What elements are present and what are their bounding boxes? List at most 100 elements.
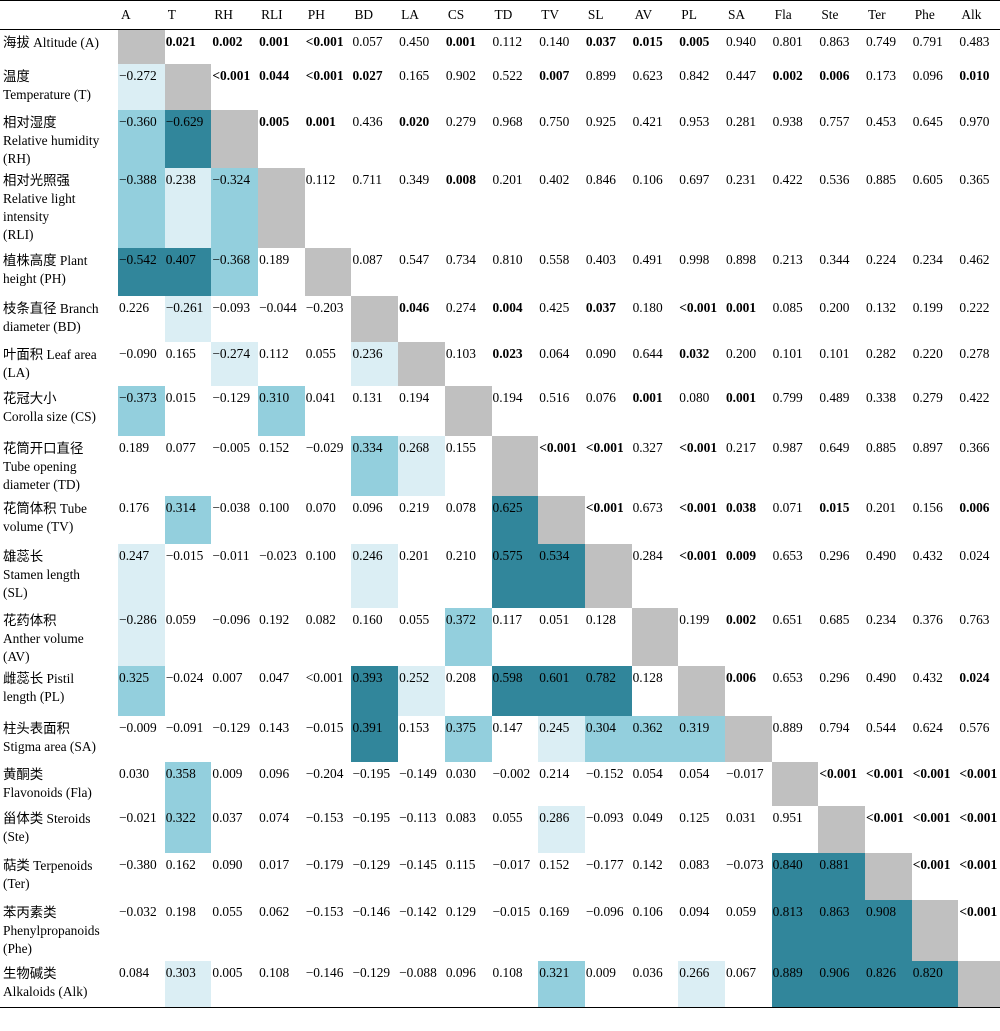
matrix-cell-rli-a: −0.388: [118, 167, 165, 248]
matrix-cell-ph-cs: 0.734: [445, 251, 476, 267]
corner-header-cell: [0, 1, 118, 30]
matrix-cell-pl-t: −0.024: [165, 669, 204, 685]
matrix-cell-ph-a: −0.542: [118, 247, 165, 296]
matrix-cell-pl-cs: 0.208: [445, 669, 476, 685]
matrix-cell-sl-ter: 0.490: [866, 547, 897, 563]
table-row: 枝条直径 Branch diameter (BD) 0.226 −0.261 −0.0…: [0, 295, 1000, 342]
matrix-cell-rh-pl: 0.953: [679, 113, 710, 129]
matrix-cell-tv-bd: 0.096: [352, 499, 383, 515]
table-row: 植株高度 Plant height (PH) −0.542 0.407 −0.368 0…: [0, 247, 1000, 296]
matrix-cell-ph-td: 0.810: [492, 251, 523, 267]
matrix-cell-fla-sl: −0.152: [585, 765, 624, 781]
matrix-cell-ter-av: 0.142: [632, 856, 663, 872]
table-row: 柱头表面积 Stigma area (SA) −0.009 −0.091 −0.129…: [0, 715, 1000, 762]
diagonal-cell: [818, 805, 865, 853]
matrix-cell-alk-ste: 0.906: [818, 960, 865, 1008]
matrix-cell-tv-phe: 0.156: [912, 499, 943, 515]
matrix-cell-la-alk: 0.278: [959, 345, 990, 361]
matrix-cell-sa-ter: 0.544: [866, 719, 897, 735]
matrix-cell-sa-a: −0.009: [119, 719, 157, 735]
matrix-cell-la-rli: 0.112: [259, 345, 289, 361]
matrix-cell-a-fla: 0.801: [772, 34, 803, 49]
matrix-cell-a-ste: 0.863: [819, 34, 850, 49]
matrix-cell-a-tv: 0.140: [539, 34, 570, 49]
matrix-cell-td-t: 0.077: [165, 439, 196, 455]
matrix-cell-alk-av: 0.036: [632, 964, 663, 980]
matrix-cell-ph-sa: 0.898: [725, 251, 757, 267]
matrix-cell-cs-ter: 0.338: [866, 389, 897, 405]
matrix-cell-ste-ter: <0.001: [866, 809, 904, 825]
matrix-cell-sl-av: 0.284: [632, 547, 663, 563]
matrix-cell-ste-sl: −0.093: [585, 809, 624, 825]
matrix-cell-cs-sa: 0.001: [725, 389, 757, 405]
matrix-cell-ph-av: 0.491: [632, 251, 663, 267]
matrix-cell-cs-pl: 0.080: [679, 389, 710, 405]
matrix-cell-phe-av: 0.106: [632, 903, 663, 919]
column-header-la: LA: [401, 7, 419, 22]
matrix-cell-sa-sl: 0.304: [584, 715, 632, 762]
diagonal-cell: [678, 665, 725, 716]
matrix-cell-alk-fla: 0.889: [771, 960, 819, 1008]
row-header-td: 花筒开口直径 Tube opening diameter (TD): [3, 440, 84, 492]
column-header-ph: PH: [307, 7, 325, 22]
matrix-cell-sl-rh: −0.011: [212, 547, 250, 563]
matrix-cell-td-rh: −0.005: [212, 439, 251, 455]
table-row: 温度 Temperature (T) −0.272 <0.001 0.044 <0.00…: [0, 63, 1000, 110]
matrix-cell-rli-fla: 0.422: [772, 171, 803, 187]
matrix-cell-pl-av: 0.128: [632, 669, 663, 685]
matrix-cell-av-pl: 0.199: [679, 611, 710, 627]
matrix-cell-la-td: 0.023: [492, 345, 523, 361]
column-header-sa: SA: [727, 7, 746, 22]
table-row: 萜类 Terpenoids (Ter) −0.380 0.162 0.090 0.017…: [0, 852, 1000, 900]
matrix-cell-rli-cs: 0.008: [445, 171, 476, 187]
row-header-av: 花药体积 Anther volume (AV): [3, 612, 84, 664]
matrix-cell-rh-fla: 0.938: [772, 113, 803, 129]
matrix-cell-fla-cs: 0.030: [445, 765, 476, 781]
matrix-cell-tv-ph: 0.070: [305, 499, 336, 515]
matrix-cell-pl-rh: 0.007: [212, 669, 243, 685]
matrix-cell-phe-a: −0.032: [119, 903, 157, 919]
matrix-cell-av-a: −0.286: [118, 607, 165, 666]
matrix-cell-ste-a: −0.021: [119, 809, 157, 825]
row-header-fla: 黄酮类 Flavonoids (Fla): [3, 766, 92, 800]
matrix-cell-fla-av: 0.054: [632, 765, 663, 781]
matrix-cell-td-sa: 0.217: [725, 439, 757, 455]
matrix-cell-cs-td: 0.194: [492, 389, 523, 405]
matrix-cell-phe-bd: −0.146: [352, 903, 391, 919]
matrix-cell-ter-td: −0.017: [492, 856, 531, 872]
matrix-cell-rli-phe: 0.605: [912, 171, 943, 187]
column-header-row: A T RH RLI PH BD LA CS TD TV SL AV PL SA Fla Ste Ter Phe A…: [0, 0, 1000, 30]
matrix-cell-rh-la: 0.020: [399, 113, 430, 129]
matrix-cell-a-t: 0.021: [165, 34, 196, 49]
matrix-cell-sa-pl: 0.319: [678, 715, 725, 762]
matrix-cell-rli-alk: 0.365: [959, 171, 990, 187]
matrix-cell-sl-cs: 0.210: [445, 547, 476, 563]
matrix-cell-av-t: 0.059: [165, 611, 196, 627]
matrix-cell-pl-alk: 0.024: [959, 669, 990, 685]
matrix-cell-td-ph: −0.029: [305, 439, 344, 455]
matrix-cell-bd-tv: 0.425: [539, 299, 570, 315]
matrix-cell-sl-alk: 0.024: [959, 547, 990, 563]
matrix-cell-ph-rh: −0.368: [211, 247, 259, 296]
matrix-cell-ph-alk: 0.462: [959, 251, 990, 267]
matrix-cell-la-phe: 0.220: [912, 345, 943, 361]
matrix-cell-ste-la: −0.113: [399, 809, 437, 825]
matrix-cell-fla-alk: <0.001: [959, 765, 998, 781]
matrix-cell-sl-tv: 0.534: [538, 543, 585, 608]
matrix-cell-rli-tv: 0.402: [539, 171, 570, 187]
diagonal-cell: [304, 247, 352, 296]
matrix-cell-ste-cs: 0.083: [445, 809, 476, 825]
matrix-cell-phe-cs: 0.129: [445, 903, 476, 919]
matrix-cell-la-ter: 0.282: [866, 345, 897, 361]
matrix-cell-alk-cs: 0.096: [445, 964, 476, 980]
row-header-bd: 枝条直径 Branch diameter (BD): [3, 300, 99, 334]
matrix-cell-t-alk: 0.010: [959, 67, 990, 83]
matrix-cell-t-rh: <0.001: [212, 67, 251, 83]
matrix-cell-la-sl: 0.090: [585, 345, 617, 361]
matrix-cell-av-alk: 0.763: [959, 611, 990, 627]
matrix-cell-la-fla: 0.101: [772, 345, 803, 361]
matrix-cell-alk-rh: 0.005: [212, 964, 243, 980]
matrix-cell-td-a: 0.189: [119, 439, 150, 455]
matrix-cell-t-phe: 0.096: [912, 67, 943, 83]
matrix-cell-rli-bd: 0.711: [352, 171, 383, 187]
